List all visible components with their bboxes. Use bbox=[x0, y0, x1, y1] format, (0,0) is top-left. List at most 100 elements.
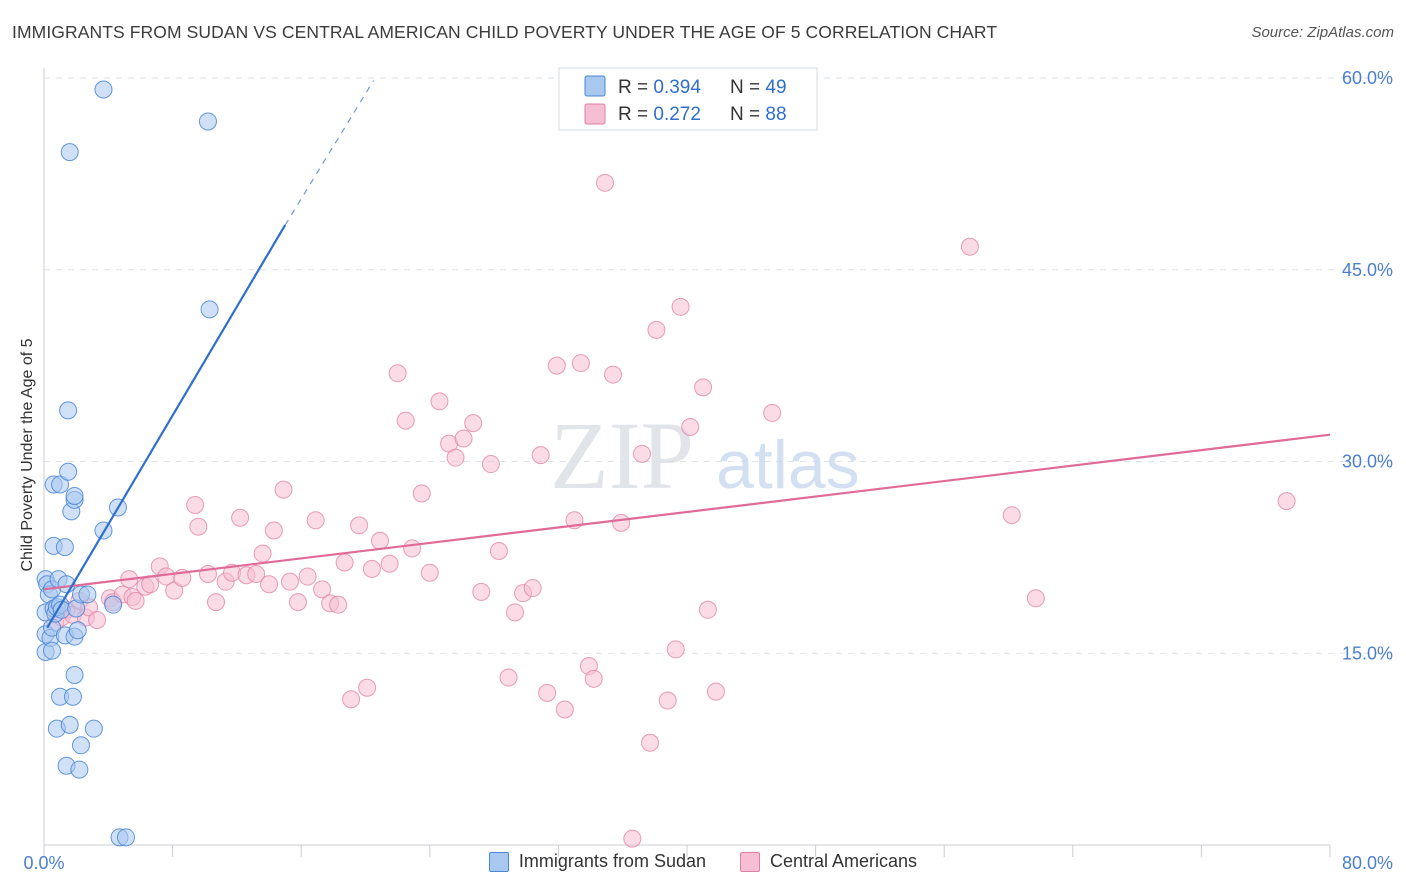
central-point bbox=[623, 829, 642, 848]
central-point bbox=[260, 575, 279, 594]
legend-label-sudan: Immigrants from Sudan bbox=[518, 851, 706, 871]
y-tick-label: 45.0% bbox=[1342, 260, 1393, 280]
central-point bbox=[189, 517, 208, 536]
central-point bbox=[1026, 589, 1045, 608]
central-point bbox=[454, 429, 473, 448]
central-point bbox=[165, 581, 184, 600]
central-americans-points bbox=[46, 173, 1296, 848]
legend-label-central: Central Americans bbox=[770, 851, 918, 871]
y-tick-label: 15.0% bbox=[1342, 643, 1393, 663]
central-point bbox=[288, 593, 307, 612]
central-point bbox=[698, 600, 717, 619]
central-point bbox=[505, 603, 524, 622]
y-tick-label: 30.0% bbox=[1342, 452, 1393, 472]
y-tick-label: 60.0% bbox=[1342, 68, 1393, 88]
trend-lines bbox=[43, 80, 1331, 629]
sudan-point bbox=[59, 462, 78, 481]
central-point bbox=[706, 682, 725, 701]
sudan-point bbox=[51, 475, 70, 494]
central-point bbox=[207, 593, 226, 612]
central-point bbox=[555, 700, 574, 719]
legend-swatch-sudan bbox=[584, 75, 606, 97]
central-point bbox=[306, 511, 325, 530]
legend-n-label-sudan: N = bbox=[730, 77, 765, 98]
central-point bbox=[596, 173, 615, 192]
sudan-point bbox=[43, 641, 62, 660]
sudan-point bbox=[60, 715, 79, 734]
svg-text:N = 88: N = 88 bbox=[730, 104, 787, 125]
central-point bbox=[658, 691, 677, 710]
legend-swatch-central-bottom bbox=[740, 851, 760, 872]
source-label: Source: ZipAtlas.com bbox=[1251, 24, 1394, 41]
central-point bbox=[489, 541, 508, 560]
tick-labels: 15.0% 30.0% 45.0% 60.0% 0.0% 80.0% bbox=[23, 68, 1393, 873]
sudan-point bbox=[71, 736, 90, 755]
central-point bbox=[350, 516, 369, 535]
central-point bbox=[481, 455, 500, 474]
central-point bbox=[666, 640, 685, 659]
sudan-point bbox=[65, 665, 84, 684]
central-point bbox=[396, 411, 415, 430]
central-point bbox=[694, 378, 713, 397]
central-point bbox=[571, 354, 590, 373]
central-point bbox=[499, 668, 518, 687]
legend-item-central[interactable]: Central Americans bbox=[740, 851, 917, 872]
central-point bbox=[280, 572, 299, 591]
central-point bbox=[763, 403, 782, 422]
chart-title: IMMIGRANTS FROM SUDAN VS CENTRAL AMERICA… bbox=[12, 22, 998, 42]
sudan-point bbox=[60, 143, 79, 162]
legend-r-label-sudan: R = bbox=[618, 77, 653, 98]
central-point bbox=[403, 539, 422, 558]
legend-r-value-central: 0.272 bbox=[653, 104, 701, 125]
central-point bbox=[647, 320, 666, 339]
central-point bbox=[960, 237, 979, 256]
central-point bbox=[420, 563, 439, 582]
sudan-point bbox=[94, 80, 113, 99]
central-point bbox=[298, 567, 317, 586]
sudan-point bbox=[68, 621, 87, 640]
sudan-point bbox=[78, 585, 97, 604]
sudan-point bbox=[63, 687, 82, 706]
central-point bbox=[126, 591, 145, 610]
central-point bbox=[88, 611, 107, 630]
x-tick-label-min: 0.0% bbox=[23, 853, 64, 873]
watermark: ZIP atlas bbox=[550, 402, 860, 509]
central-point bbox=[342, 690, 361, 709]
central-point bbox=[380, 554, 399, 573]
central-point bbox=[604, 365, 623, 384]
sudan-points bbox=[36, 80, 219, 847]
central-point bbox=[412, 484, 431, 503]
central-point bbox=[264, 521, 283, 540]
sudan-trend-line bbox=[46, 224, 287, 629]
central-point bbox=[538, 683, 557, 702]
bottom-legend: Immigrants from Sudan Central Americans bbox=[0, 851, 1406, 872]
legend-swatch-central bbox=[584, 103, 606, 125]
legend-item-sudan[interactable]: Immigrants from Sudan bbox=[488, 851, 706, 872]
central-point bbox=[612, 513, 631, 532]
central-point bbox=[671, 297, 690, 316]
legend-r-label-central: R = bbox=[618, 104, 653, 125]
central-point bbox=[523, 579, 542, 598]
central-point bbox=[641, 733, 660, 752]
central-point bbox=[370, 531, 389, 550]
sudan-point bbox=[116, 828, 135, 847]
central-point bbox=[231, 508, 250, 527]
watermark-atlas: atlas bbox=[716, 427, 860, 503]
central-point bbox=[335, 553, 354, 572]
sudan-point bbox=[200, 300, 219, 319]
central-point bbox=[472, 582, 491, 601]
legend-n-value-sudan: 49 bbox=[765, 77, 786, 98]
central-point bbox=[186, 495, 205, 514]
legend-n-value-central: 88 bbox=[765, 104, 786, 125]
x-tick-label-max: 80.0% bbox=[1342, 853, 1393, 873]
svg-text:R = 0.394: R = 0.394 bbox=[618, 77, 701, 98]
central-point bbox=[1277, 492, 1296, 511]
legend-r-value-sudan: 0.394 bbox=[653, 77, 701, 98]
sudan-point bbox=[59, 401, 78, 420]
sudan-point bbox=[104, 595, 123, 614]
sudan-trend-extension bbox=[284, 80, 375, 226]
central-point bbox=[247, 564, 266, 583]
central-point bbox=[253, 544, 272, 563]
central-point bbox=[274, 480, 293, 499]
